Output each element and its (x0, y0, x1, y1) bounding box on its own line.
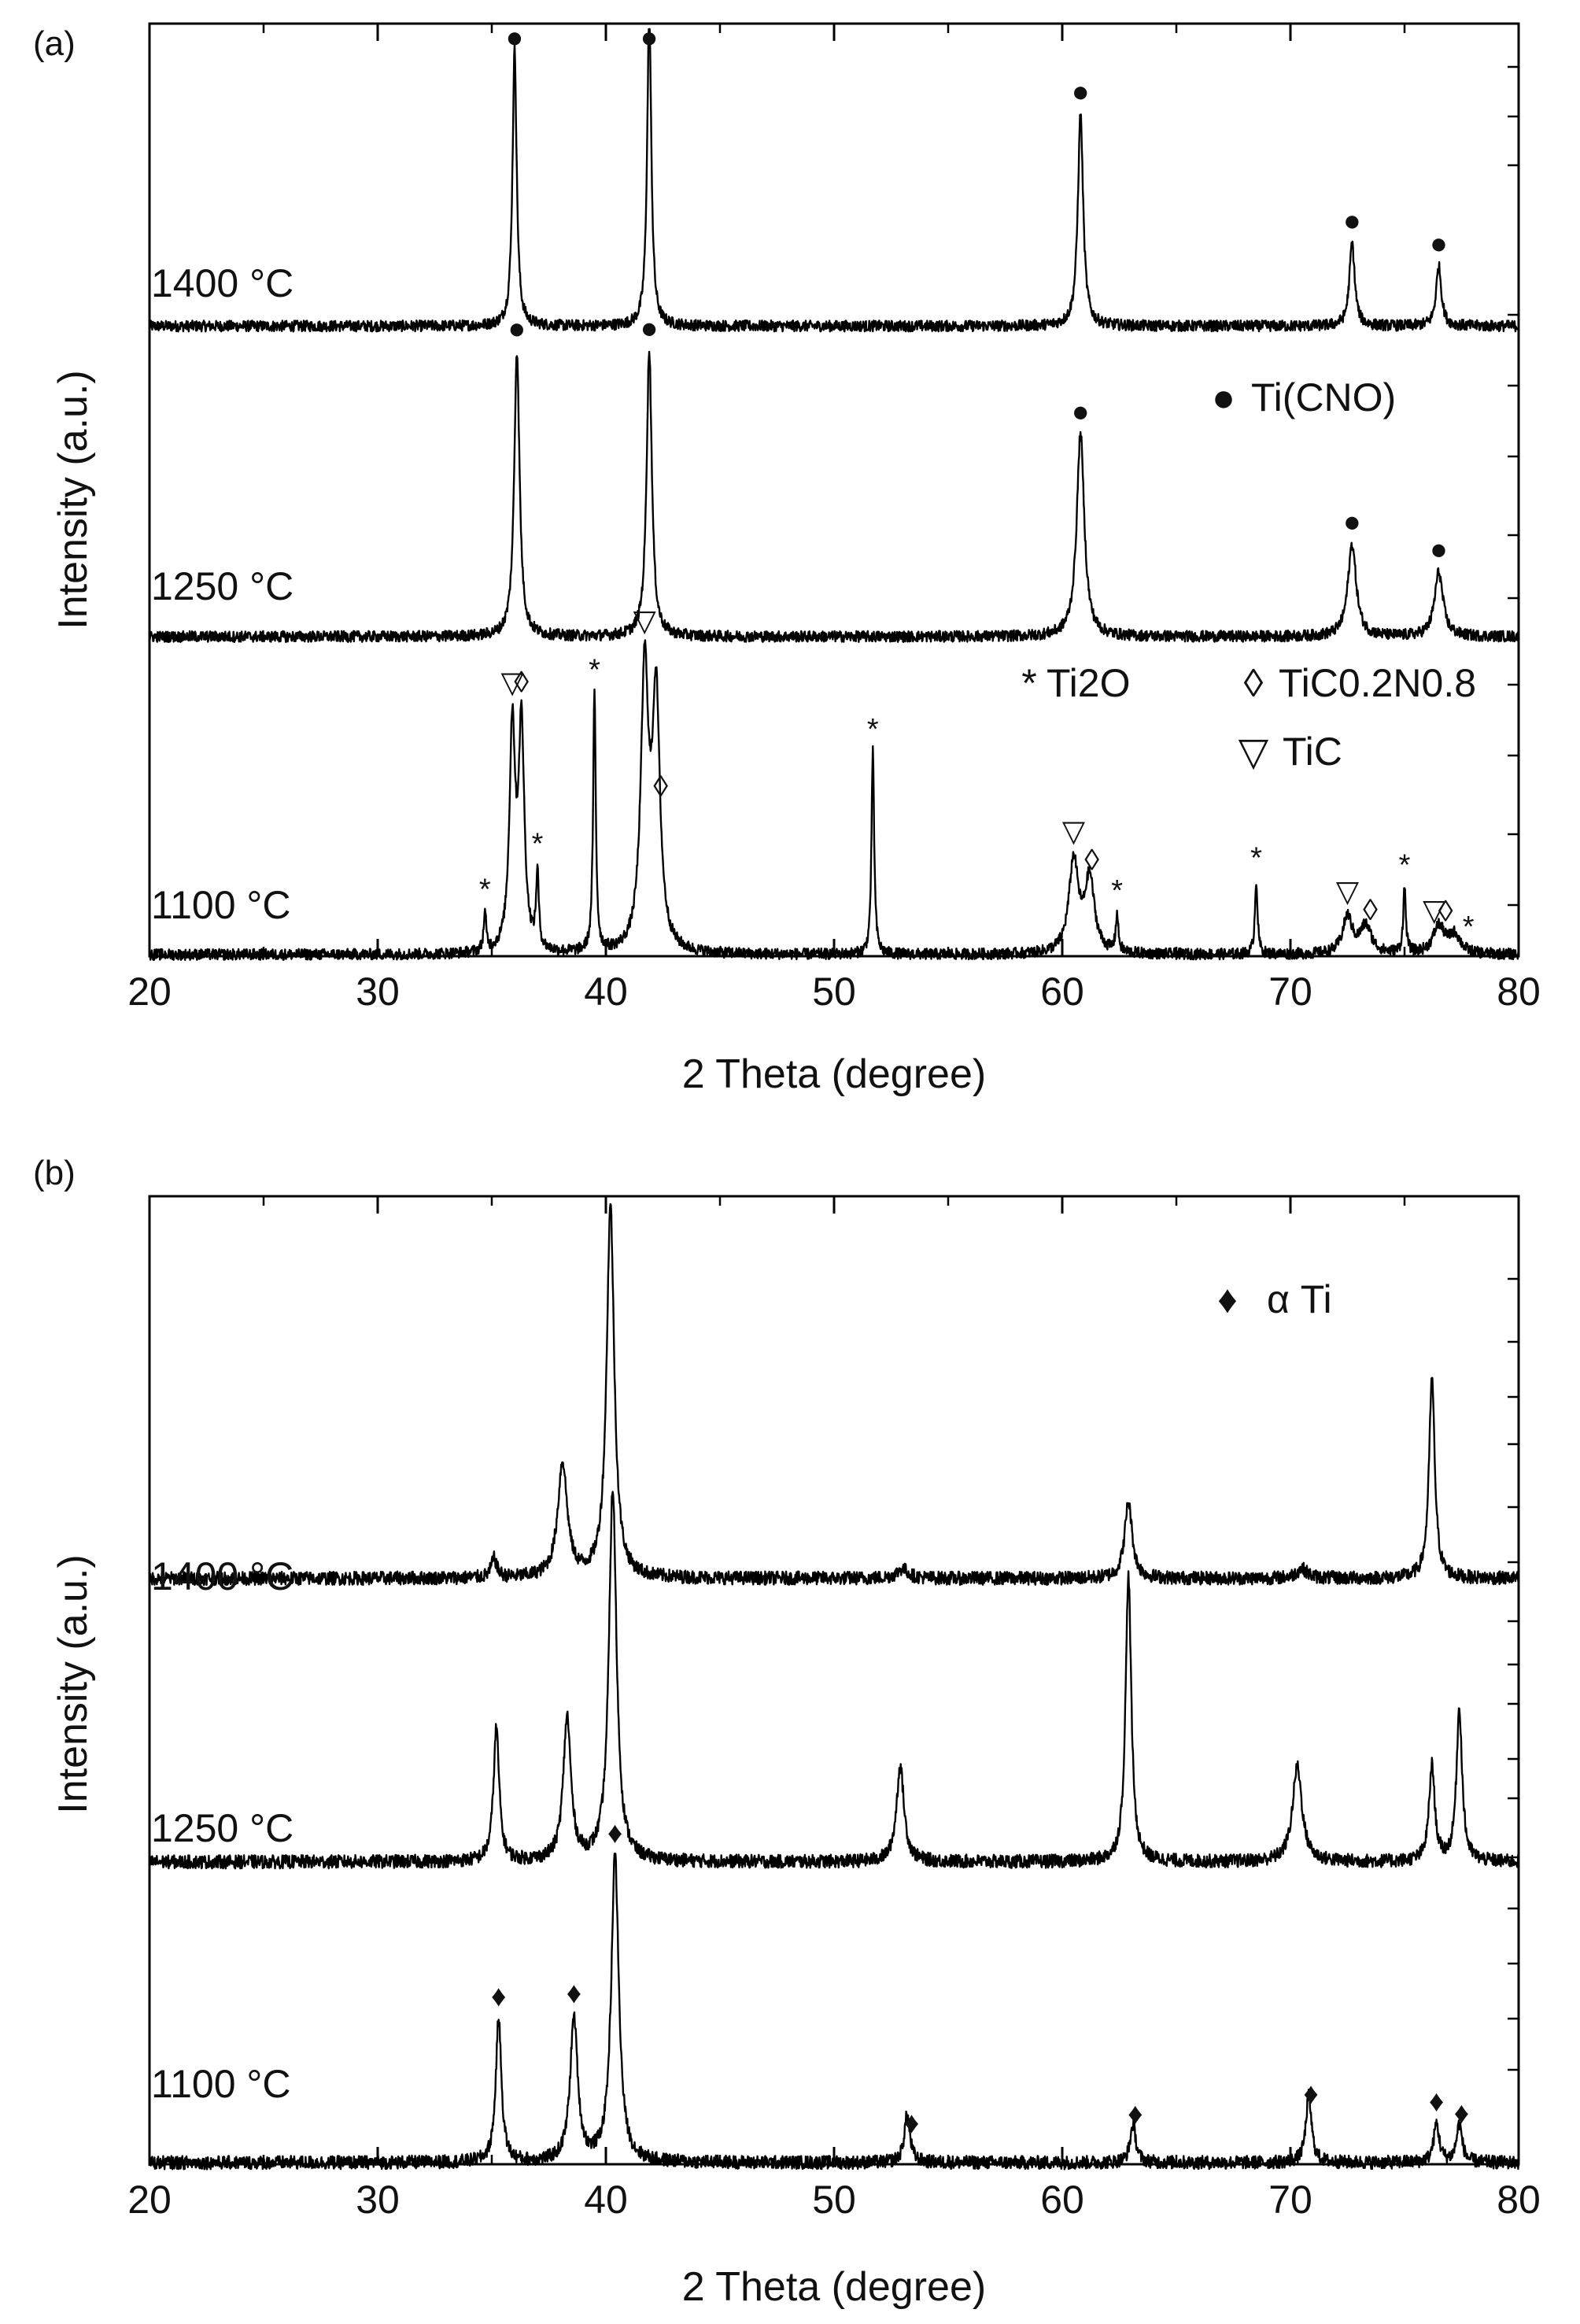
panel-b-traces (148, 1203, 1520, 2171)
legend-ticn-symbol: ◊ (1244, 661, 1264, 705)
panel-a-plot-frame (148, 22, 1520, 958)
xrd-trace-2 (148, 639, 1520, 962)
peak-marker: ♦ (1429, 2085, 1444, 2118)
legend-tic-label: TiC (1283, 730, 1342, 774)
peak-marker: ♦ (1303, 2078, 1318, 2111)
panel-a-x-ticks: 20 30 40 50 60 70 80 (127, 24, 1541, 1014)
panel-a-label-1400: 1400 °C (151, 261, 293, 305)
panel-a-legend: ● Ti(CNO) * Ti2O ◊ TiC0.2N0.8 ▽ TiC (1021, 375, 1476, 774)
legend-alpha-ti-symbol: ♦ (1217, 1277, 1238, 1321)
panel-a-label: (a) (33, 24, 76, 63)
peak-marker: ◊ (1084, 844, 1099, 877)
peak-marker: ● (1430, 227, 1448, 260)
legend-tic-symbol: ▽ (1239, 730, 1269, 774)
panel-b-label-1250: 1250 °C (151, 1806, 293, 1850)
peak-marker: ● (640, 312, 659, 345)
peak-marker: ♦ (607, 1816, 622, 1849)
panel-b-peak-markers: ♦ ♦ ♦ ♦ ♦ ♦ ♦ ♦ (491, 1816, 1469, 2140)
legend-ticno-symbol: ● (1212, 375, 1235, 419)
peak-marker: ● (506, 21, 524, 54)
panel-b-y-axis-title: Intensity (a.u.) (50, 1554, 96, 1813)
legend-alpha-ti-label: α Ti (1267, 1277, 1332, 1321)
panel-b-label: (b) (33, 1154, 76, 1192)
peak-marker: * (479, 874, 491, 907)
panel-b-x-ticks: 20 30 40 50 60 70 80 (127, 1196, 1541, 2222)
peak-marker: ▽ (1423, 894, 1446, 927)
peak-marker: ▽ (1336, 875, 1360, 908)
peak-marker: * (1399, 849, 1411, 882)
panel-a-x-axis-title: 2 Theta (degree) (682, 1051, 986, 1097)
xrd-trace-1 (149, 350, 1520, 644)
x-tick-label: 20 (127, 970, 172, 1014)
peak-marker: ◊ (1363, 894, 1378, 927)
peak-marker: ● (1072, 76, 1090, 109)
peak-marker: ♦ (1454, 2097, 1469, 2130)
x-tick-label: 80 (1497, 970, 1541, 1014)
panel-a-peak-markers: ● ●●●●● ●●●●*▽◊**▽◊*▽◊**▽◊*▽◊ * (479, 21, 1475, 944)
panel-a-chart: 20 30 40 50 60 70 80 ● ●●●●● ●●●●*▽◊**▽◊*▽◊**▽◊*… (33, 21, 1541, 1097)
xrd-trace-1 (149, 1491, 1520, 1870)
peak-marker: ◊ (1438, 895, 1453, 928)
x-tick-label: 50 (812, 970, 856, 1014)
x-tick-label: 70 (1268, 970, 1312, 1014)
panel-b-plot-frame (148, 1195, 1520, 2166)
xrd-trace-0 (148, 28, 1520, 333)
peak-marker: ♦ (904, 2107, 919, 2140)
xrd-trace-2 (148, 1853, 1520, 2171)
x-tick-label: 20 (127, 2178, 172, 2222)
panel-b-x-axis-title: 2 Theta (degree) (682, 2264, 986, 2310)
panel-b-legend: ♦ α Ti (1217, 1277, 1331, 1321)
peak-marker: * (1111, 874, 1123, 907)
panel-a-label-1100: 1100 °C (151, 883, 291, 927)
peak-marker: * (589, 653, 600, 686)
peak-marker: ♦ (491, 1980, 506, 2013)
x-tick-label: 60 (1040, 970, 1084, 1014)
panel-b-label-1100: 1100 °C (151, 2062, 291, 2106)
peak-marker: ● (1072, 395, 1090, 428)
peak-marker: ♦ (1128, 2097, 1143, 2130)
xrd-trace-0 (148, 1203, 1520, 1587)
panel-b-chart: 20 30 40 50 60 70 80 ♦ ♦ ♦ ♦ ♦ ♦ ♦ ♦ (b) 2 Theta (deg… (33, 1154, 1541, 2310)
peak-marker: ◊ (514, 666, 529, 699)
x-tick-label: 60 (1040, 2178, 1084, 2222)
peak-marker: ● (1430, 534, 1448, 567)
peak-marker: ▽ (500, 667, 524, 700)
peak-marker: * (1463, 911, 1475, 944)
peak-marker: ▽ (1062, 815, 1086, 848)
peak-marker: ◊ (653, 770, 668, 804)
legend-ticn-label: TiC0.2N0.8 (1279, 661, 1476, 705)
x-tick-label: 30 (356, 970, 400, 1014)
panel-a-y-axis-title: Intensity (a.u.) (50, 370, 96, 629)
peak-marker: ▽ (633, 604, 657, 637)
peak-marker: ● (1343, 205, 1361, 238)
x-tick-label: 50 (812, 2178, 856, 2222)
panel-a-label-1250: 1250 °C (151, 564, 293, 608)
legend-ti2o-symbol: * (1021, 661, 1036, 705)
peak-marker: ● (508, 312, 526, 345)
peak-marker: ♦ (567, 1977, 581, 2010)
peak-marker: * (1250, 842, 1262, 875)
panel-a-traces (148, 28, 1520, 962)
peak-marker: * (532, 827, 544, 860)
x-tick-label: 80 (1497, 2178, 1541, 2222)
peak-marker: ● (640, 21, 659, 54)
legend-ticno-label: Ti(CNO) (1251, 375, 1396, 419)
x-tick-label: 70 (1268, 2178, 1312, 2222)
peak-marker: ● (1343, 506, 1361, 539)
x-tick-label: 40 (584, 2178, 628, 2222)
x-tick-label: 40 (584, 970, 628, 1014)
panel-b-label-1400: 1400 °C (151, 1554, 293, 1598)
legend-ti2o-label: Ti2O (1047, 661, 1131, 705)
x-tick-label: 30 (356, 2178, 400, 2222)
peak-marker: * (867, 713, 879, 746)
